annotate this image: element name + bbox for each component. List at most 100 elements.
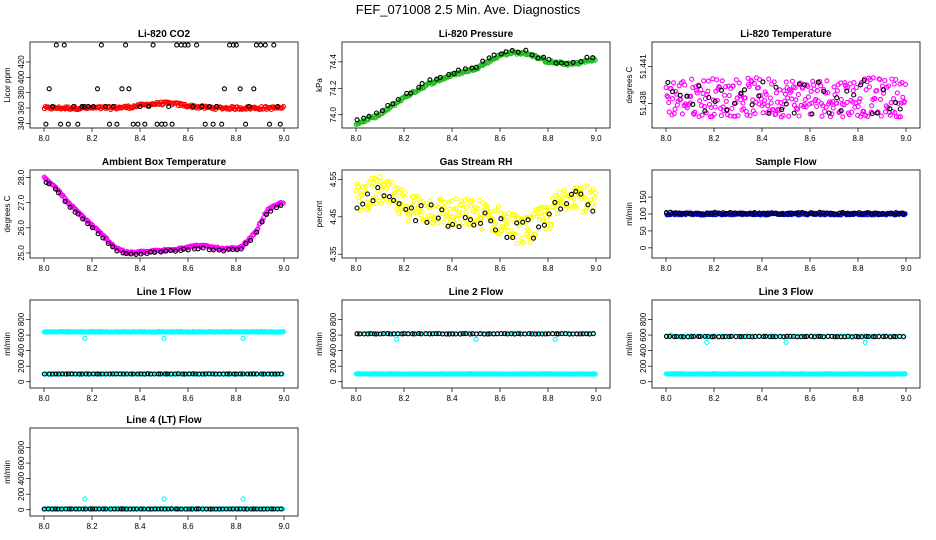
data-point-temp (838, 96, 844, 103)
data-point-temp (725, 112, 731, 118)
data-point-line3_ref (689, 334, 695, 340)
data-point-line2_ref (467, 331, 473, 337)
data-point-temp (795, 92, 801, 98)
data-point-amb_ref (278, 202, 284, 208)
y-tick-label: 74.2 (329, 80, 338, 96)
x-tick-label: 9.0 (278, 134, 290, 143)
data-point-line4_ref (118, 506, 124, 512)
x-tick-label: 8.0 (660, 264, 672, 273)
data-point-rh_ref (514, 220, 520, 226)
x-tick-label: 8.4 (134, 394, 146, 403)
data-point-temp (679, 111, 685, 117)
data-point-rh_ref (498, 216, 504, 222)
data-point-temp (830, 105, 836, 111)
data-point-pressure_ref (451, 70, 457, 76)
data-point-amb_ref (89, 225, 95, 231)
data-point-amb_ref (254, 229, 260, 235)
data-point-temp (771, 79, 777, 85)
data-point-rh (387, 179, 393, 185)
data-point-rh_ref (435, 215, 441, 221)
data-point-line4_ref (216, 506, 222, 512)
data-point-line1_ref (141, 371, 147, 377)
data-point-line2_ref (443, 331, 450, 337)
data-point-temp (863, 87, 869, 93)
data-point-line3_ref (829, 333, 835, 339)
data-point-rh_ref (439, 207, 445, 213)
data-point-rh (367, 201, 373, 208)
data-point-line2_ref (567, 331, 573, 337)
data-point-pressure_ref (486, 55, 492, 61)
data-point-temp (823, 104, 829, 110)
data-point-line3_ref (842, 334, 848, 340)
data-point-rh_ref (546, 211, 552, 217)
y-axis-label: degrees C (625, 66, 634, 103)
data-point-pressure_ref (570, 59, 576, 65)
x-tick-label: 8.2 (708, 134, 720, 143)
y-tick-label: 0 (17, 379, 26, 384)
data-point-rh (573, 205, 579, 211)
data-point-temp (819, 113, 825, 119)
data-point-rh (396, 210, 402, 216)
data-point-line4 (82, 496, 88, 502)
data-point-line4_ref (152, 506, 158, 512)
data-point-line2_high (473, 336, 479, 342)
data-point-temp_ref (670, 89, 676, 95)
data-point-temp_ref (838, 108, 844, 114)
data-point-line3_ref (891, 334, 897, 340)
data-point-rh_ref (467, 217, 474, 223)
data-point-line3_ref (671, 334, 677, 340)
x-tick-label: 8.2 (398, 134, 410, 143)
data-point-line3 (902, 371, 908, 377)
data-point-line1_ref (145, 371, 151, 377)
data-point-line2_ref (450, 331, 456, 337)
data-point-co2_ref (277, 121, 283, 127)
data-point-co2_ref (137, 103, 143, 110)
data-point-temp (850, 99, 856, 105)
data-point-rh (578, 186, 584, 192)
data-point-temp (898, 114, 904, 120)
data-point-temp (672, 106, 678, 112)
x-tick-label: 8.2 (86, 522, 98, 531)
x-tick-label: 9.0 (278, 264, 290, 273)
data-point-rh_ref (520, 219, 526, 225)
x-tick-label: 9.0 (900, 264, 912, 273)
data-point-amb_ref (55, 190, 61, 196)
data-point-pressure_ref (379, 108, 385, 114)
data-point-co2_ref (206, 103, 212, 110)
y-tick-label: 0 (639, 379, 648, 384)
data-point-temp (723, 84, 729, 90)
data-point-rh (565, 205, 571, 211)
data-point-line4_ref (127, 506, 133, 512)
data-point-temp_ref (756, 93, 762, 99)
data-point-line3_ref (711, 334, 717, 340)
data-point-sample_ref (888, 211, 894, 217)
data-point-co2_ref (98, 42, 104, 48)
data-point-sample_ref (836, 210, 842, 216)
data-point-temp (821, 108, 828, 115)
y-axis-label: ml/min (3, 332, 12, 356)
data-point-line1_ref (53, 371, 59, 377)
data-point-line1_ref (269, 371, 275, 377)
data-point-rh (465, 196, 471, 202)
y-tick-label: 600 (17, 328, 26, 342)
data-point-line4_ref (103, 506, 109, 512)
data-point-temp_ref (684, 93, 690, 99)
data-point-rh (592, 195, 598, 201)
data-point-line4_ref (186, 506, 192, 512)
data-point-sample_ref (696, 211, 702, 217)
data-point-temp_ref (760, 79, 766, 85)
plot-frame (29, 169, 299, 259)
data-point-line3_ref (760, 334, 767, 340)
data-point-temp (893, 76, 899, 83)
data-point-co2_ref (85, 103, 91, 110)
data-point-sample_ref (687, 211, 693, 217)
plot-frame (341, 169, 611, 259)
data-layer (663, 75, 909, 120)
x-tick-label: 8.2 (86, 264, 98, 273)
chart-title: Gas Stream RH (440, 157, 513, 168)
x-tick-label: 8.0 (38, 134, 50, 143)
data-point-co2_ref (135, 121, 141, 127)
data-point-temp (747, 113, 753, 119)
y-tick-label: 360 (17, 101, 26, 115)
